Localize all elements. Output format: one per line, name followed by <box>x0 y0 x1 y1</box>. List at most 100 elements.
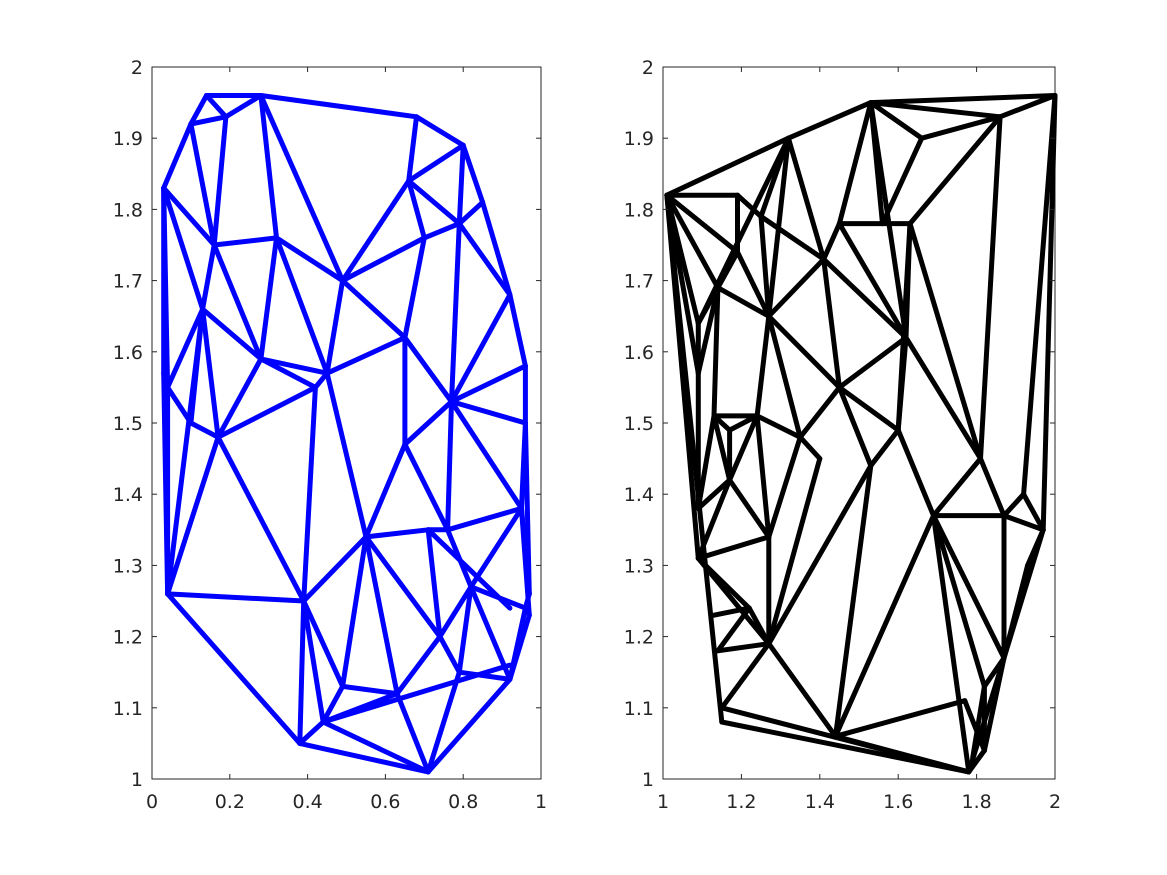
mesh-edge <box>324 278 346 376</box>
mesh-edge <box>223 93 264 120</box>
x-tick-label: 0.4 <box>292 791 322 813</box>
y-tick-label: 1.4 <box>113 484 143 506</box>
mesh-edge <box>320 683 346 725</box>
mesh-edge <box>727 477 772 540</box>
mesh-edge <box>836 335 909 390</box>
mesh-edge <box>664 192 721 291</box>
mesh-edge <box>188 121 217 248</box>
mesh-edge <box>200 306 264 362</box>
mesh-edge <box>425 527 513 611</box>
mesh-edge <box>997 93 1058 120</box>
mesh-edge <box>456 584 474 675</box>
mesh-edge <box>406 178 462 227</box>
mesh-edge <box>895 427 936 519</box>
mesh-edge <box>449 221 462 405</box>
mesh-edge <box>297 719 326 746</box>
mesh-edge <box>868 100 1003 120</box>
mesh-edge <box>664 192 740 255</box>
x-tick-label: 1.8 <box>961 791 991 813</box>
mesh-edge <box>449 399 524 511</box>
mesh-edge <box>735 192 764 219</box>
mesh-edge <box>836 384 874 469</box>
y-tick-label: 1.6 <box>624 342 654 364</box>
mesh-edge <box>766 463 874 647</box>
mesh-edge <box>766 256 827 319</box>
y-tick-label: 1 <box>131 769 143 791</box>
x-tick-label: 1.4 <box>805 791 835 813</box>
mesh-edge <box>188 420 221 440</box>
mesh-edge <box>297 598 307 746</box>
mesh-edge <box>402 335 454 405</box>
mesh-edge <box>188 93 209 127</box>
mesh-edge <box>664 192 701 376</box>
y-tick-label: 2 <box>642 57 654 79</box>
mesh-edge <box>204 93 229 120</box>
mesh-edge <box>161 185 206 312</box>
mesh-edge <box>519 505 532 618</box>
mesh-edge <box>833 733 972 775</box>
mesh-edge <box>200 306 221 440</box>
mesh-edge <box>297 740 431 775</box>
mesh-edge <box>445 505 524 533</box>
mesh-edge <box>188 114 229 127</box>
mesh-edge <box>715 249 740 291</box>
mesh-edge <box>394 691 431 775</box>
y-tick-label: 2 <box>131 57 143 79</box>
mesh-edge <box>758 214 772 319</box>
mesh-edge <box>836 100 874 227</box>
mesh-edge <box>981 655 1007 689</box>
mesh-edge <box>161 185 171 390</box>
mesh-edge <box>931 513 1007 661</box>
mesh-edge <box>880 135 925 227</box>
mesh-edge <box>1021 491 1046 533</box>
mesh-edge <box>695 285 721 376</box>
x-tick-label: 1.2 <box>726 791 756 813</box>
y-tick-label: 1.8 <box>624 199 654 221</box>
mesh-edge <box>695 413 717 511</box>
mesh-edge <box>978 456 1007 519</box>
mesh-edge <box>931 456 983 519</box>
mesh-edge <box>766 641 838 739</box>
mesh-edge <box>468 584 513 682</box>
mesh-edge <box>394 634 443 697</box>
x-tick-label: 1 <box>535 791 547 813</box>
mesh-edge <box>165 591 307 604</box>
mesh-edge <box>868 93 1058 106</box>
mesh-edge <box>215 384 318 440</box>
y-tick-label: 1.1 <box>113 698 143 720</box>
x-tick-label: 0.6 <box>370 791 400 813</box>
mesh-edge <box>1040 93 1058 533</box>
mesh-edge <box>406 142 466 184</box>
mesh-edge <box>1025 527 1046 568</box>
y-tick-label: 1.7 <box>624 271 654 293</box>
mesh-edge <box>766 456 823 647</box>
mesh-edge <box>727 413 760 433</box>
mesh-edge <box>258 356 318 390</box>
x-tick-label: 0.2 <box>215 791 245 813</box>
mesh-edge <box>797 434 823 462</box>
mesh-edge <box>414 114 466 148</box>
mesh-edge <box>785 100 874 141</box>
mesh-edge <box>340 683 400 697</box>
mesh-edge <box>758 214 827 262</box>
mesh-edge <box>962 698 987 753</box>
mesh-edge <box>719 641 772 711</box>
mesh-edge <box>711 413 733 483</box>
mesh-edge <box>425 669 462 775</box>
mesh-edge <box>211 235 279 248</box>
y-tick-label: 1 <box>642 769 654 791</box>
mesh-edge <box>833 513 936 739</box>
mesh-edge <box>437 634 462 675</box>
mesh-edge <box>970 683 987 761</box>
mesh-edge <box>363 534 400 697</box>
mesh-edge <box>406 178 427 241</box>
mesh-edge <box>456 669 513 682</box>
mesh-edge <box>301 534 369 604</box>
mesh-edge <box>215 356 264 440</box>
mesh-edge <box>274 235 330 376</box>
mesh-edge <box>907 221 983 462</box>
y-tick-label: 1.9 <box>113 128 143 150</box>
mesh-edge <box>507 292 528 369</box>
